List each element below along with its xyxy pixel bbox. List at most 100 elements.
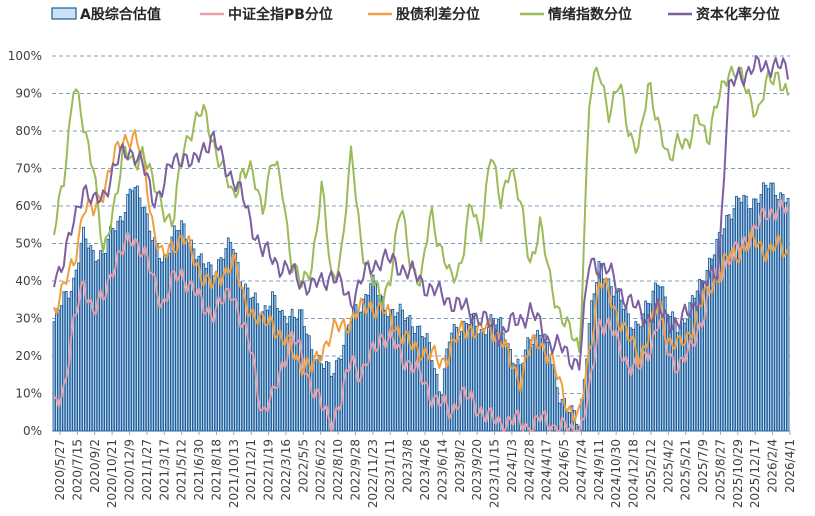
bar	[646, 302, 650, 432]
bar	[732, 208, 736, 432]
bar	[57, 309, 61, 432]
bar	[688, 302, 692, 432]
bar	[244, 283, 247, 432]
bar	[167, 253, 171, 432]
bar	[231, 248, 235, 432]
bar	[77, 262, 80, 432]
bar	[656, 284, 660, 432]
x-tick-label: 2025/7/9	[696, 439, 710, 493]
bar	[479, 329, 483, 432]
x-tick-label: 2020/5/27	[53, 439, 67, 501]
bar	[487, 327, 490, 432]
bar	[381, 296, 385, 432]
bar	[337, 357, 341, 432]
x-tick-label: 2025/12/17	[748, 439, 762, 508]
y-tick-label: 0%	[23, 424, 42, 438]
bar	[332, 373, 336, 432]
x-tick-label: 2021/10/13	[227, 439, 241, 508]
bar	[658, 286, 662, 432]
bar	[737, 197, 741, 432]
bar	[536, 329, 540, 432]
x-tick-label: 2023/8/2	[453, 439, 467, 493]
bar	[217, 259, 220, 432]
bar	[681, 319, 684, 432]
bar	[165, 254, 169, 432]
bar	[140, 207, 144, 432]
bar	[607, 278, 611, 432]
bar	[246, 287, 250, 432]
bar	[283, 315, 287, 432]
bar	[52, 321, 56, 432]
x-tick-label: 2023/11/15	[488, 439, 502, 508]
bar	[757, 203, 760, 432]
bar	[111, 227, 115, 432]
x-tick-label: 2023/4/26	[418, 439, 432, 501]
bar	[320, 363, 323, 432]
bar	[214, 272, 218, 432]
x-axis-ticks: 2020/5/27 2020/7/15 2020/9/2 2020/10/21 2020…	[53, 431, 797, 508]
bar	[695, 290, 699, 432]
bar	[457, 335, 461, 432]
bond-spread-line	[53, 129, 789, 423]
bar	[465, 322, 468, 432]
bar	[523, 349, 527, 432]
bar	[79, 242, 83, 432]
bar	[236, 262, 240, 432]
sentiment-line	[53, 65, 789, 353]
bar	[194, 259, 198, 432]
bar	[769, 182, 773, 432]
bar	[516, 358, 520, 432]
bar	[720, 234, 724, 432]
x-tick-label: 2024/1/3	[505, 439, 519, 493]
bar	[275, 308, 279, 432]
bar	[568, 412, 571, 432]
bar	[700, 280, 704, 432]
bar	[74, 269, 78, 432]
bar	[644, 300, 648, 432]
x-tick-label: 2025/5/21	[679, 439, 693, 501]
x-tick-label: 2022/1/19	[262, 439, 276, 501]
bar	[386, 316, 390, 432]
bar	[499, 316, 503, 432]
bar	[519, 364, 522, 432]
bar	[261, 311, 265, 432]
bar	[683, 322, 687, 432]
bar	[96, 259, 100, 432]
bar	[113, 230, 117, 432]
bar	[263, 305, 267, 432]
bar	[764, 184, 768, 432]
bar	[531, 344, 535, 432]
bar	[109, 226, 112, 432]
x-tick-label: 2022/11/23	[366, 439, 380, 508]
x-tick-label: 2026/2/4	[766, 439, 780, 493]
bar	[199, 253, 203, 432]
bar	[673, 321, 677, 432]
bar	[271, 291, 274, 432]
bar	[158, 258, 161, 432]
bar	[219, 257, 223, 432]
bar	[705, 270, 709, 432]
bar	[693, 297, 697, 432]
x-tick-label: 2021/6/30	[192, 439, 206, 501]
bar	[715, 238, 719, 432]
bar	[484, 334, 488, 432]
bar	[371, 274, 375, 432]
bar	[619, 299, 623, 432]
bar	[469, 314, 473, 432]
bar	[460, 330, 463, 432]
bar	[123, 212, 127, 432]
bar	[116, 220, 120, 432]
y-tick-label: 80%	[15, 124, 42, 138]
y-tick-label: 50%	[15, 237, 42, 251]
bar	[187, 242, 191, 432]
bar	[190, 239, 193, 432]
bar	[69, 291, 73, 432]
bar	[722, 228, 726, 432]
bar	[364, 294, 368, 432]
bar	[546, 341, 549, 432]
bar	[774, 195, 778, 432]
bar	[352, 309, 355, 432]
x-tick-label: 2025/10/29	[731, 439, 745, 508]
bar	[509, 348, 513, 432]
bar	[654, 282, 657, 432]
